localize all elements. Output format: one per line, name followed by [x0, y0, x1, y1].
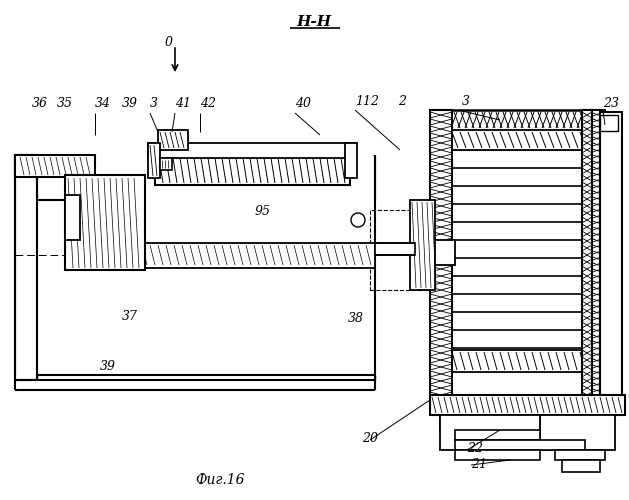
Text: 112: 112 — [355, 95, 379, 108]
Text: 42: 42 — [200, 97, 216, 110]
Text: 21: 21 — [471, 458, 487, 471]
Text: 38: 38 — [348, 312, 364, 325]
Bar — [582, 110, 592, 400]
Bar — [148, 143, 160, 178]
Bar — [450, 350, 585, 372]
Bar — [15, 155, 95, 177]
Text: Фиг.16: Фиг.16 — [195, 473, 245, 487]
Bar — [455, 440, 585, 450]
Bar — [450, 130, 585, 150]
Bar — [65, 195, 80, 240]
Bar — [440, 415, 540, 450]
Bar — [430, 110, 452, 400]
Bar — [155, 150, 350, 185]
Bar — [430, 240, 455, 265]
Bar — [555, 450, 605, 460]
Bar — [160, 158, 172, 170]
Bar — [562, 460, 600, 472]
Text: 3: 3 — [150, 97, 158, 110]
Text: 22: 22 — [467, 442, 483, 455]
Text: 37: 37 — [122, 310, 138, 323]
Bar — [410, 200, 435, 290]
Bar — [455, 450, 540, 460]
Bar — [345, 143, 357, 178]
Text: 35: 35 — [57, 97, 73, 110]
Bar — [158, 130, 188, 150]
Bar — [148, 143, 355, 158]
Bar — [455, 430, 540, 440]
Text: 0: 0 — [165, 36, 173, 49]
Text: Н-Н: Н-Н — [296, 15, 331, 29]
Text: 20: 20 — [362, 432, 378, 445]
Text: 3: 3 — [462, 95, 470, 108]
Text: 34: 34 — [95, 97, 111, 110]
Text: 36: 36 — [32, 97, 48, 110]
Bar — [540, 415, 615, 450]
Bar — [430, 110, 600, 400]
Bar — [600, 115, 618, 131]
Text: 39: 39 — [100, 360, 116, 373]
Bar — [440, 415, 540, 430]
Text: 95: 95 — [255, 205, 271, 218]
Text: 39: 39 — [122, 97, 138, 110]
Bar — [65, 243, 375, 268]
Bar — [65, 175, 145, 270]
Text: 23: 23 — [603, 97, 619, 110]
Bar — [15, 155, 37, 380]
Text: 2: 2 — [398, 95, 406, 108]
Bar — [430, 395, 625, 415]
Bar — [370, 210, 430, 290]
Bar — [375, 243, 415, 255]
Bar — [600, 112, 622, 400]
Text: 41: 41 — [175, 97, 191, 110]
Bar — [590, 110, 605, 400]
Text: 40: 40 — [295, 97, 311, 110]
Bar — [450, 145, 585, 355]
